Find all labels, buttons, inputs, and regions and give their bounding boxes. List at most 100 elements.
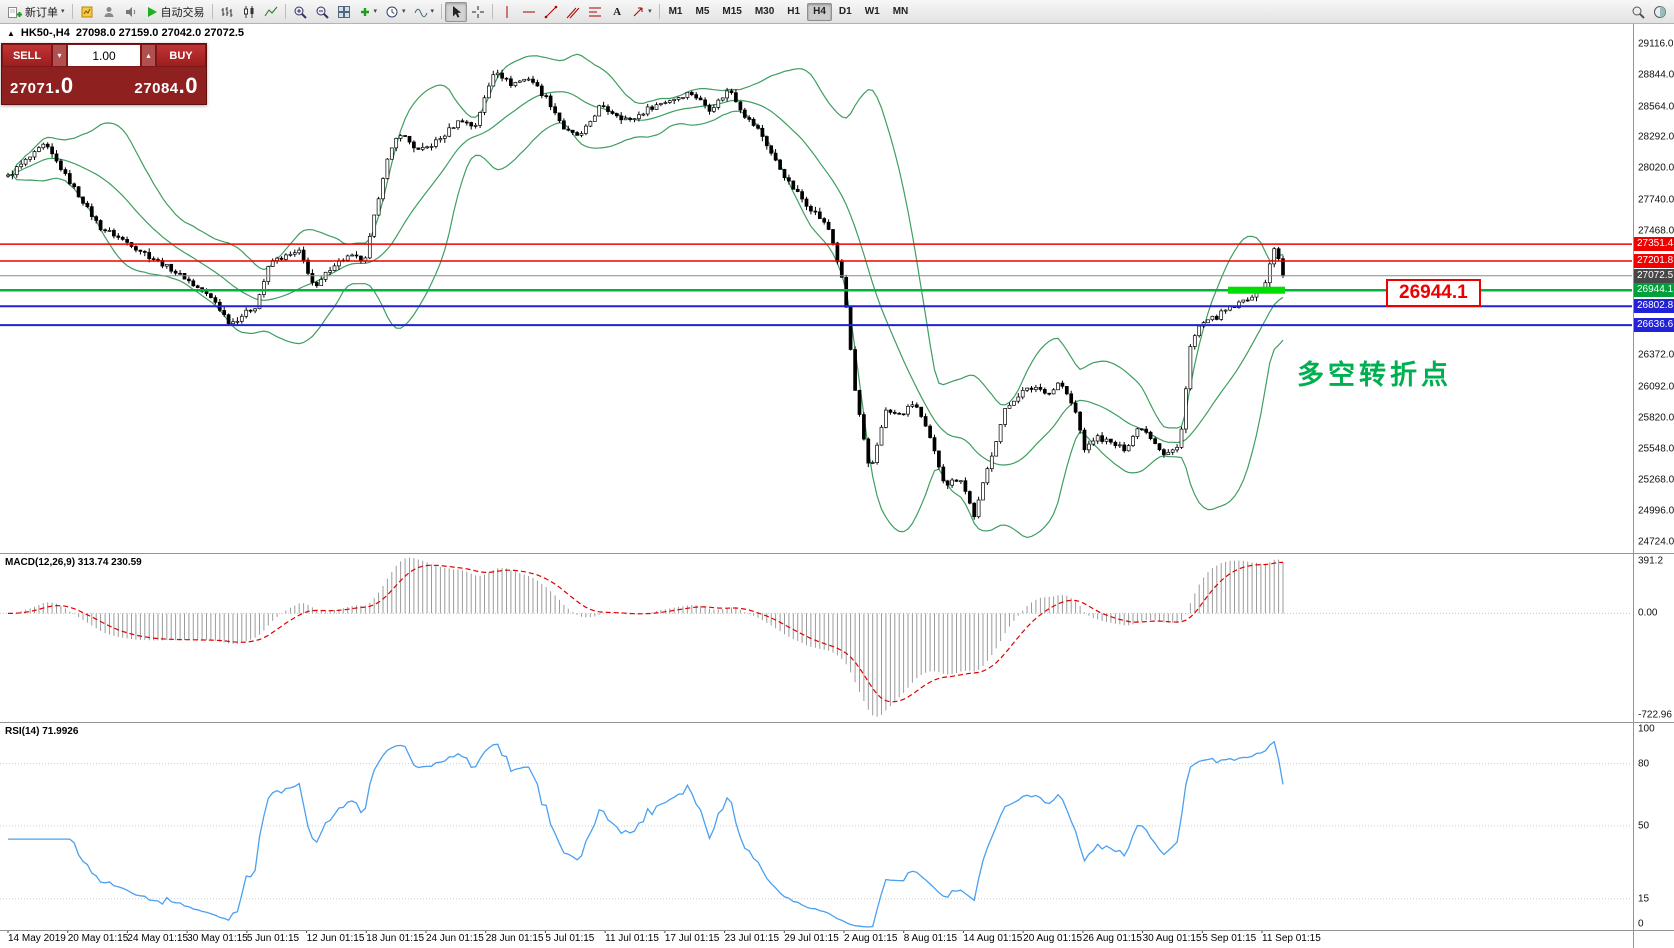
one-click-trading-widget: SELL ▾ ▴ BUY 27071.0 27084.0 [1, 43, 207, 105]
zoom-out-button[interactable] [311, 2, 333, 22]
sell-button[interactable]: SELL [2, 44, 52, 67]
autotrading-button[interactable]: 自动交易 [142, 2, 209, 22]
macd-signal-line [8, 561, 1284, 703]
price-tag: 27072.5 [1634, 268, 1674, 283]
text-tool-icon: A [613, 5, 622, 18]
trendline-icon [544, 5, 558, 19]
channel-button[interactable] [562, 2, 584, 22]
chart-header: ▲ HK50-,H4 27098.0 27159.0 27042.0 27072… [7, 27, 244, 39]
templates-button[interactable]: ▾ [410, 2, 439, 22]
timeframe-h4-button[interactable]: H4 [807, 2, 832, 21]
price-axis-label: 25548.0 [1638, 443, 1674, 455]
timeframe-m30-button[interactable]: M30 [749, 3, 780, 21]
data-window-icon [1653, 5, 1667, 19]
timeframe-m5-button[interactable]: M5 [689, 3, 715, 21]
new-order-icon [7, 5, 22, 19]
crosshair-button[interactable] [467, 2, 489, 22]
one-click-toggle[interactable]: ▲ [7, 28, 15, 38]
caret-down-icon: ▾ [648, 8, 652, 15]
time-axis-label: 18 Jun 01:15 [366, 933, 425, 944]
arrow-tool-icon [632, 5, 645, 18]
vertical-line-button[interactable] [496, 2, 518, 22]
time-axis-label: 28 Jun 01:15 [485, 933, 544, 944]
price-tag: 26802.8 [1634, 299, 1674, 314]
line-chart-button[interactable] [260, 2, 282, 22]
price-tag: 27201.8 [1634, 254, 1674, 269]
buy-price[interactable]: 27084.0 [134, 72, 198, 98]
timeframe-h1-button[interactable]: H1 [781, 3, 806, 21]
time-axis-label: 5 Jun 01:15 [246, 933, 300, 944]
quotes-icon [80, 5, 94, 19]
rsi-line [8, 740, 1284, 928]
macd-panel-separator[interactable] [0, 553, 1674, 554]
price-axis-label: 50 [1638, 820, 1650, 832]
volume-input[interactable] [67, 44, 141, 67]
time-axis-label: 20 Aug 01:15 [1023, 933, 1083, 944]
price-axis[interactable]: 29116.0 28844.0 28564.0 28292.0 28020.0 27740… [1633, 24, 1674, 948]
horizontal-line-icon [522, 7, 536, 17]
price-axis-label: 26092.0 [1638, 381, 1674, 393]
time-axis-label: 11 Sep 01:15 [1262, 933, 1321, 944]
time-axis-label: 24 Jun 01:15 [426, 933, 484, 944]
volume-increase-button[interactable]: ▴ [141, 44, 156, 67]
data-window-button[interactable] [1649, 2, 1671, 22]
new-order-button[interactable]: 新订单 ▾ [3, 2, 69, 22]
price-axis-label: 0 [1638, 918, 1644, 930]
time-axis-label: 29 Jul 01:15 [784, 933, 839, 944]
time-axis-label: 12 Jun 01:15 [306, 933, 365, 944]
rsi-label: RSI(14) 71.9926 [5, 726, 79, 737]
annotation-text: 多空转折点 [1297, 360, 1452, 390]
zoom-in-button[interactable] [289, 2, 311, 22]
toolbar-separator [658, 4, 660, 19]
trendline-button[interactable] [540, 2, 562, 22]
time-axis-separator [0, 930, 1674, 931]
bar-chart-button[interactable] [216, 2, 238, 22]
bollinger-middle-band [7, 91, 1284, 466]
fibonacci-button[interactable] [584, 2, 606, 22]
toolbar-separator [211, 4, 213, 19]
zoom-in-icon [293, 5, 307, 19]
alerts-button[interactable] [120, 2, 142, 22]
bollinger-lower-band [7, 110, 1284, 539]
timeframe-w1-button[interactable]: W1 [859, 3, 886, 21]
time-axis-label: 17 Jul 01:15 [664, 933, 720, 944]
buy-button[interactable]: BUY [156, 44, 206, 67]
profile-button[interactable] [98, 2, 120, 22]
time-axis-label: 30 Aug 01:15 [1142, 933, 1202, 944]
toolbar-separator [284, 4, 286, 19]
price-axis-label: 80 [1638, 758, 1650, 770]
vertical-line-icon [502, 5, 512, 19]
timeframe-mn-button[interactable]: MN [887, 3, 915, 21]
time-axis-label: 23 Jul 01:15 [724, 933, 780, 944]
caret-down-icon: ▾ [61, 8, 65, 15]
timeframe-d1-button[interactable]: D1 [833, 3, 858, 21]
rsi-panel-separator[interactable] [0, 722, 1674, 723]
timeframe-group: M1 M5 M15 M30 H1 H4 D1 W1 MN [663, 2, 915, 21]
cursor-button[interactable] [445, 1, 468, 22]
crosshair-icon [471, 5, 485, 19]
fibonacci-icon [588, 5, 602, 19]
timeframe-m15-button[interactable]: M15 [716, 3, 747, 21]
horizontal-line-button[interactable] [518, 2, 540, 22]
template-wave-icon [414, 5, 428, 19]
sell-price[interactable]: 27071.0 [10, 72, 74, 98]
time-axis-label: 20 May 01:15 [67, 933, 129, 944]
indicators-button[interactable]: ▾ [355, 2, 382, 22]
volume-decrease-button[interactable]: ▾ [52, 44, 67, 67]
quotes-button[interactable] [76, 2, 98, 22]
tile-windows-button[interactable] [333, 2, 355, 22]
periods-button[interactable]: ▾ [381, 2, 410, 22]
price-callout: 26944.1 [1386, 279, 1481, 307]
candlestick-chart-button[interactable] [238, 2, 260, 22]
price-axis-label: 0.00 [1638, 607, 1658, 619]
time-axis-label: 24 May 01:15 [127, 933, 189, 944]
symbol-period-label: HK50-,H4 [20, 27, 70, 39]
price-axis-label: 391.2 [1638, 555, 1664, 567]
price-axis-label: 25820.0 [1638, 412, 1674, 424]
timeframe-m1-button[interactable]: M1 [663, 3, 689, 21]
search-button[interactable] [1627, 2, 1649, 22]
text-button[interactable]: A [606, 2, 628, 22]
arrows-button[interactable]: ▾ [628, 2, 656, 22]
